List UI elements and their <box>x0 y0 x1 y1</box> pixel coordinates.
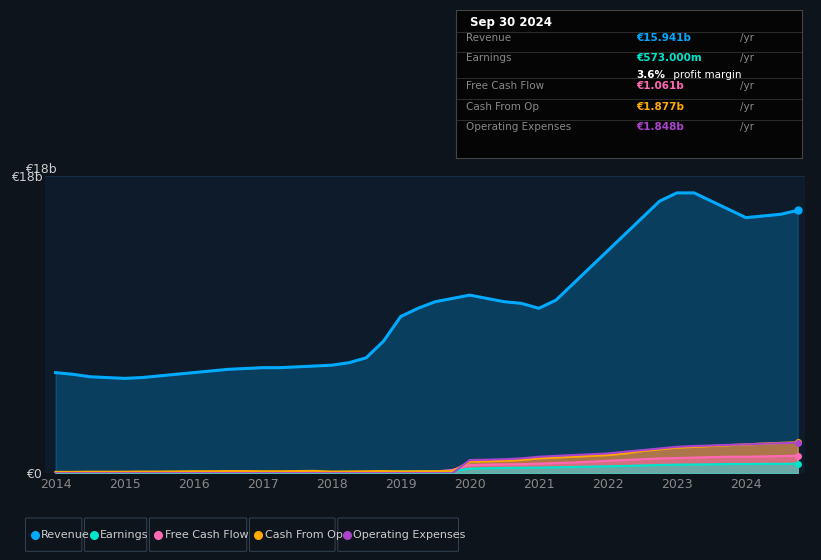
Text: /yr: /yr <box>740 81 754 91</box>
Text: Cash From Op: Cash From Op <box>466 102 539 112</box>
Text: Operating Expenses: Operating Expenses <box>466 122 571 132</box>
Text: €1.061b: €1.061b <box>635 81 684 91</box>
Text: €1.877b: €1.877b <box>635 102 684 112</box>
FancyBboxPatch shape <box>250 518 335 551</box>
FancyBboxPatch shape <box>85 518 147 551</box>
Text: profit margin: profit margin <box>671 70 742 80</box>
Text: Free Cash Flow: Free Cash Flow <box>466 81 544 91</box>
Text: Earnings: Earnings <box>466 53 511 63</box>
Text: €15.941b: €15.941b <box>635 33 690 43</box>
Text: Cash From Op: Cash From Op <box>265 530 342 540</box>
FancyBboxPatch shape <box>25 518 82 551</box>
FancyBboxPatch shape <box>149 518 247 551</box>
FancyBboxPatch shape <box>337 518 458 551</box>
Text: Revenue: Revenue <box>466 33 511 43</box>
Text: 3.6%: 3.6% <box>635 70 665 80</box>
Text: Free Cash Flow: Free Cash Flow <box>165 530 249 540</box>
Text: Earnings: Earnings <box>100 530 149 540</box>
Text: Operating Expenses: Operating Expenses <box>353 530 466 540</box>
Text: /yr: /yr <box>740 102 754 112</box>
Text: /yr: /yr <box>740 53 754 63</box>
Text: Sep 30 2024: Sep 30 2024 <box>470 16 552 29</box>
Text: €1.848b: €1.848b <box>635 122 684 132</box>
Text: /yr: /yr <box>740 122 754 132</box>
Text: Revenue: Revenue <box>41 530 89 540</box>
Text: €18b: €18b <box>25 164 57 176</box>
Text: €573.000m: €573.000m <box>635 53 702 63</box>
Text: /yr: /yr <box>740 33 754 43</box>
